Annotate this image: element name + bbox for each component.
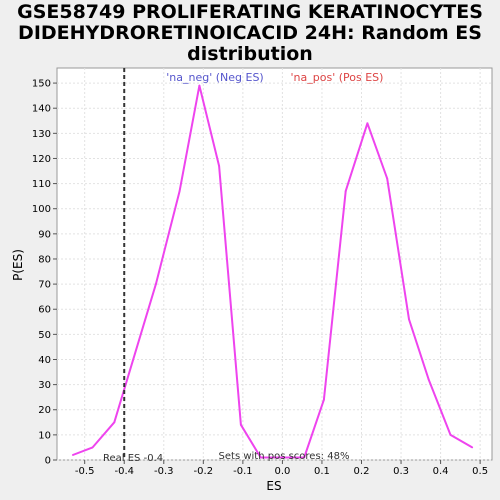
data-point: [344, 190, 347, 193]
grid: [57, 68, 492, 461]
x-tick-label: 0.3: [393, 466, 409, 477]
x-tick-label: 0.0: [274, 466, 290, 477]
data-point: [303, 456, 306, 459]
chart-title-line-2: DIDEHYDRORETINOICACID 24H: Random ES: [18, 22, 482, 44]
x-tick-label: 0.5: [472, 466, 488, 477]
data-point: [408, 318, 410, 321]
chart-title: GSE58749 PROLIFERATING KERATINOCYTES DID…: [0, 2, 500, 65]
legend-neg: 'na_neg' (Neg ES): [166, 71, 263, 84]
x-tick-label: -0.1: [233, 466, 253, 477]
y-tick-label: 30: [38, 380, 51, 391]
series-layer: [71, 84, 474, 459]
x-axis: -0.5 -0.4 -0.3 -0.2 -0.1 0.0 0.1 0.2 0.3 0.4 0.5: [75, 460, 488, 477]
data-point: [471, 446, 474, 449]
data-point: [259, 456, 262, 459]
data-point: [386, 177, 389, 180]
data-point: [71, 454, 74, 456]
y-tick-label: 110: [32, 179, 51, 190]
data-point: [427, 378, 430, 381]
x-tick-label: 0.1: [314, 466, 330, 477]
y-axis-title: P(ES): [11, 249, 25, 281]
x-tick-label: -0.2: [194, 466, 214, 477]
y-tick-label: 150: [32, 79, 51, 90]
y-tick-label: 100: [32, 204, 51, 215]
y-tick-label: 40: [38, 355, 51, 366]
data-point: [281, 456, 284, 459]
data-point: [113, 421, 116, 424]
y-tick-label: 50: [38, 330, 51, 341]
chart-title-line-1: GSE58749 PROLIFERATING KERATINOCYTES: [17, 1, 483, 23]
y-tick-label: 0: [45, 456, 51, 467]
data-point: [178, 190, 181, 193]
y-tick-label: 90: [38, 229, 51, 240]
chart-title-line-3: distribution: [187, 43, 313, 65]
y-axis: 0 10 20 30 40 50 60 70 80 90 100 110 120 130 140 150: [32, 79, 57, 467]
x-tick-label: -0.3: [154, 466, 174, 477]
x-tick-label: -0.5: [75, 466, 95, 477]
data-point: [449, 433, 452, 436]
data-point: [218, 165, 221, 167]
data-point: [198, 84, 201, 87]
data-point: [239, 423, 242, 426]
data-point: [154, 283, 157, 286]
data-point: [366, 122, 369, 125]
x-tick-label: 0.4: [433, 466, 449, 477]
plot-area: [56, 67, 493, 461]
data-point: [91, 446, 94, 449]
x-axis-title: ES: [266, 479, 281, 493]
legend-pos: 'na_pos' (Pos ES): [291, 71, 384, 84]
y-tick-label: 120: [32, 154, 51, 165]
x-tick-label: -0.4: [114, 466, 134, 477]
y-tick-label: 20: [38, 405, 51, 416]
y-tick-label: 130: [32, 129, 51, 140]
y-tick-label: 80: [38, 254, 51, 265]
y-tick-label: 10: [38, 430, 51, 441]
y-tick-label: 60: [38, 305, 51, 316]
x-tick-label: 0.2: [354, 466, 370, 477]
y-tick-label: 140: [32, 104, 51, 115]
data-point: [323, 398, 325, 401]
pos-scores-annotation: Sets with pos scores: 48%: [219, 451, 350, 462]
y-tick-label: 70: [38, 280, 51, 291]
real-es-annotation: Real ES -0.4: [103, 453, 163, 464]
